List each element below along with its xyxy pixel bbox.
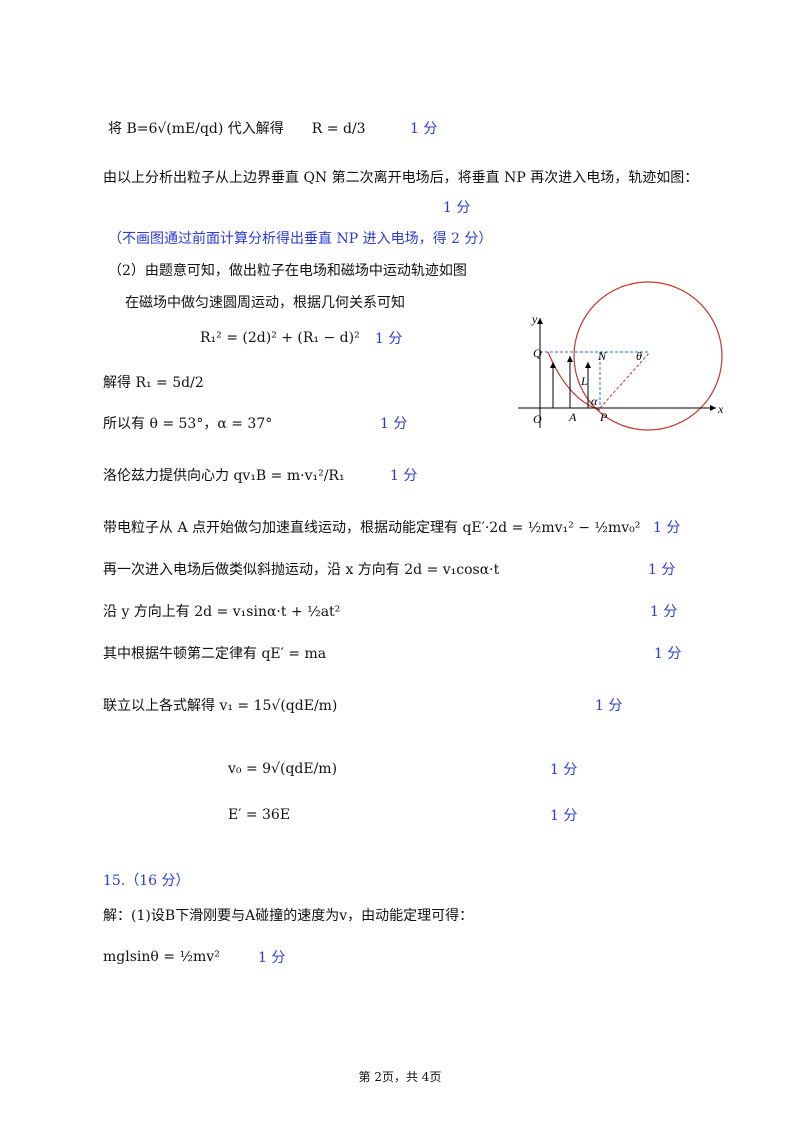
footer: 第 2页，共 4页 [358,1070,442,1084]
score: 1 分 [653,520,681,536]
text-line: 将 B=6√(mE/qd) 代入解得 R = d/3 [108,121,366,137]
text-line: 沿 y 方向上有 2d = v₁sinα·t + ½at² [103,604,341,620]
text-line: 再一次进入电场后做类似斜抛运动，沿 x 方向有 2d = v₁cosα·t [103,562,500,578]
radius-line [599,351,651,409]
figure-label: Q [533,346,542,360]
text-line: 解得 R₁ = 5d/2 [103,375,204,391]
score: 1 分 [410,121,438,137]
text-line: （2）由题意可知，做出粒子在电场和磁场中运动轨迹如图 [108,263,467,279]
score: 1 分 [648,562,676,578]
text-line: 其中根据牛顿第二定律有 qE′ = ma [103,646,327,662]
text-line: 解：(1)设B下滑刚要与A碰撞的速度为v，由动能定理可得： [103,908,474,924]
text-line: 在磁场中做匀速圆周运动，根据几何关系可知 [125,295,405,311]
figure-label: x [717,402,724,416]
score: 1 分 [650,604,678,620]
score: 1 分 [550,808,578,824]
text-line: R₁² = (2d)² + (R₁ − d)² [200,330,360,346]
text-line: （不画图通过前面计算分析得出垂直 NP 进入电场，得 2 分） [108,231,493,247]
figure-label: A [568,410,577,424]
figure-label: θ [636,349,642,363]
score: 1 分 [258,950,286,966]
figure-label: α [591,394,598,408]
text-line: mglsinθ = ½mv² [103,949,220,965]
text-line: 由以上分析出粒子从上边界垂直 QN 第二次离开电场后，将垂直 NP 再次进入电场… [103,170,699,186]
text-line: 15.（16 分） [103,873,190,889]
text-line: 所以有 θ = 53°，α = 37° [103,416,273,432]
score: 1 分 [550,762,578,778]
figure-label: L [580,374,588,388]
figure-label: P [599,410,608,424]
score: 1 分 [443,200,471,216]
trajectory-circle [573,281,723,431]
text-line: 洛伦兹力提供向心力 qv₁B = m·v₁²/R₁ [103,468,345,484]
text-line: 带电粒子从 A 点开始做匀加速直线运动，根据动能定理有 qE′·2d = ½mv… [103,520,641,536]
figure-label: O [533,412,542,426]
figure-label: N [597,349,607,363]
score: 1 分 [375,331,403,347]
score: 1 分 [390,468,418,484]
figure-label: y [531,312,538,326]
score: 1 分 [595,698,623,714]
score: 1 分 [654,646,682,662]
text-line: E′ = 36E [228,807,291,823]
text-line: 联立以上各式解得 v₁ = 15√(qdE/m) [103,698,338,714]
score: 1 分 [380,416,408,432]
text-line: v₀ = 9√(qdE/m) [228,761,338,777]
